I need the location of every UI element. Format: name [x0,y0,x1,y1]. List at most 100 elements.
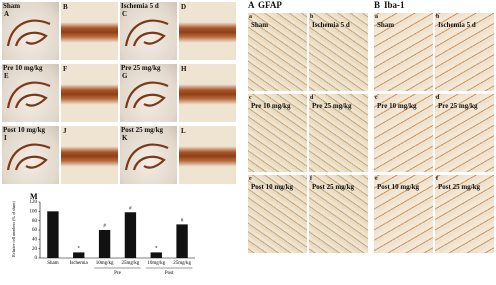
group-letter: A [248,0,255,10]
panel-label: Ischemia 5 d [121,2,159,10]
y-tick-label: 20 [32,247,38,252]
panel-label: Sham [3,2,21,10]
panel-letter: K [122,134,128,142]
panel-label: Post 10 mg/kg [377,183,419,191]
hippocampus-outline [6,143,51,171]
micrograph [179,126,236,184]
micrograph [120,2,177,60]
x-tick-label: Sham [47,261,59,266]
panel-label: Pre 25 mg/kg [312,102,352,110]
x-tick-label: 10mg/kg [147,261,165,266]
panel-label: Post 25 mg/kg [121,126,163,134]
micrograph [374,175,433,253]
y-tick-label: 100 [30,209,38,214]
significance-marker: * [78,247,81,252]
x-tick-label: Ischemia [70,261,89,266]
panel-label: Sham [377,21,395,29]
hippocampus-outline [124,81,169,109]
micrograph [309,94,368,172]
micrograph [61,2,118,60]
micrograph [309,175,368,253]
panel-letter: a [249,14,252,20]
panel-label: Ischemia 5 d [312,21,350,29]
group-title: GFAP [258,0,282,10]
micrograph [2,2,59,60]
hippocampus-outline [124,143,169,171]
panel-letter: G [122,72,128,80]
micrograph [179,2,236,60]
panel-letter: D [181,3,187,11]
panel-letter: e [375,176,378,182]
group-letter: B [374,0,381,10]
hippocampus-outline [6,81,51,109]
panel-label: Pre 10 mg/kg [251,102,291,110]
significance-marker: * [155,247,158,252]
panel-letter: H [181,65,187,73]
panel-letter: M [30,192,38,201]
panel-letter: d [436,95,440,101]
panel-letter: I [4,134,7,142]
micrograph [374,13,433,91]
bar [73,252,85,258]
bar [47,211,59,258]
bar [98,230,111,258]
y-tick-label: 0 [35,256,38,261]
bar [124,212,137,258]
micrograph [120,126,177,184]
panel-label: Sham [251,21,269,29]
hippocampus-outline [124,19,169,47]
panel-label: Ischemia 5 d [438,21,476,29]
panel-label: Post 25 mg/kg [438,183,480,191]
panel-letter: E [4,72,9,80]
panel-label: Post 10 mg/kg [251,183,293,191]
micrograph [374,94,433,172]
panel-label: Post 10 mg/kg [3,126,45,134]
micrograph [179,64,236,122]
panel-letter: C [122,10,128,18]
panel-letter: B [63,3,68,11]
y-tick-label: 80 [32,219,38,224]
significance-marker: # [129,206,132,211]
micrograph [248,175,307,253]
y-axis-title: Relative cell numbers (% of sham) [11,201,16,257]
panel-label: Post 25 mg/kg [312,183,354,191]
group-title: Iba-1 [384,0,405,10]
bar [150,252,162,258]
x-tick-label: 25mg/kg [173,261,191,266]
panel-label: Pre 25 mg/kg [438,102,478,110]
micrograph [309,13,368,91]
micrograph [120,64,177,122]
group-label: Pre [114,271,121,276]
panel-letter: f [310,176,312,182]
panel-letter: c [249,95,252,101]
x-tick-label: 10mg/kg [96,261,114,266]
micrograph [248,13,307,91]
hippocampus-outline [6,19,51,47]
micrograph [435,94,494,172]
micrograph [435,13,494,91]
bar-chart: M Relative cell numbers (% of sham) 0 20 4… [11,192,195,276]
micrograph [2,126,59,184]
panel-letter: F [63,65,68,73]
panel-letter: b [310,14,314,20]
panel-letter: L [181,127,186,135]
panel-label: Pre 25 mg/kg [121,64,161,72]
significance-marker: # [103,224,106,229]
micrograph [248,94,307,172]
y-tick-label: 120 [30,200,38,205]
bar [176,224,188,258]
group-label: Post [165,271,174,276]
panel-letter: e [249,176,252,182]
panel-letter: a [375,14,378,20]
panel-letter: A [4,10,10,18]
significance-marker: # [181,219,184,224]
y-tick-label: 40 [32,237,38,242]
panel-letter: J [63,127,67,135]
micrograph [2,64,59,122]
panel-letter: b [436,14,440,20]
micrograph [435,175,494,253]
panel-label: Pre 10 mg/kg [377,102,417,110]
y-tick-label: 60 [32,228,38,233]
micrograph [61,64,118,122]
